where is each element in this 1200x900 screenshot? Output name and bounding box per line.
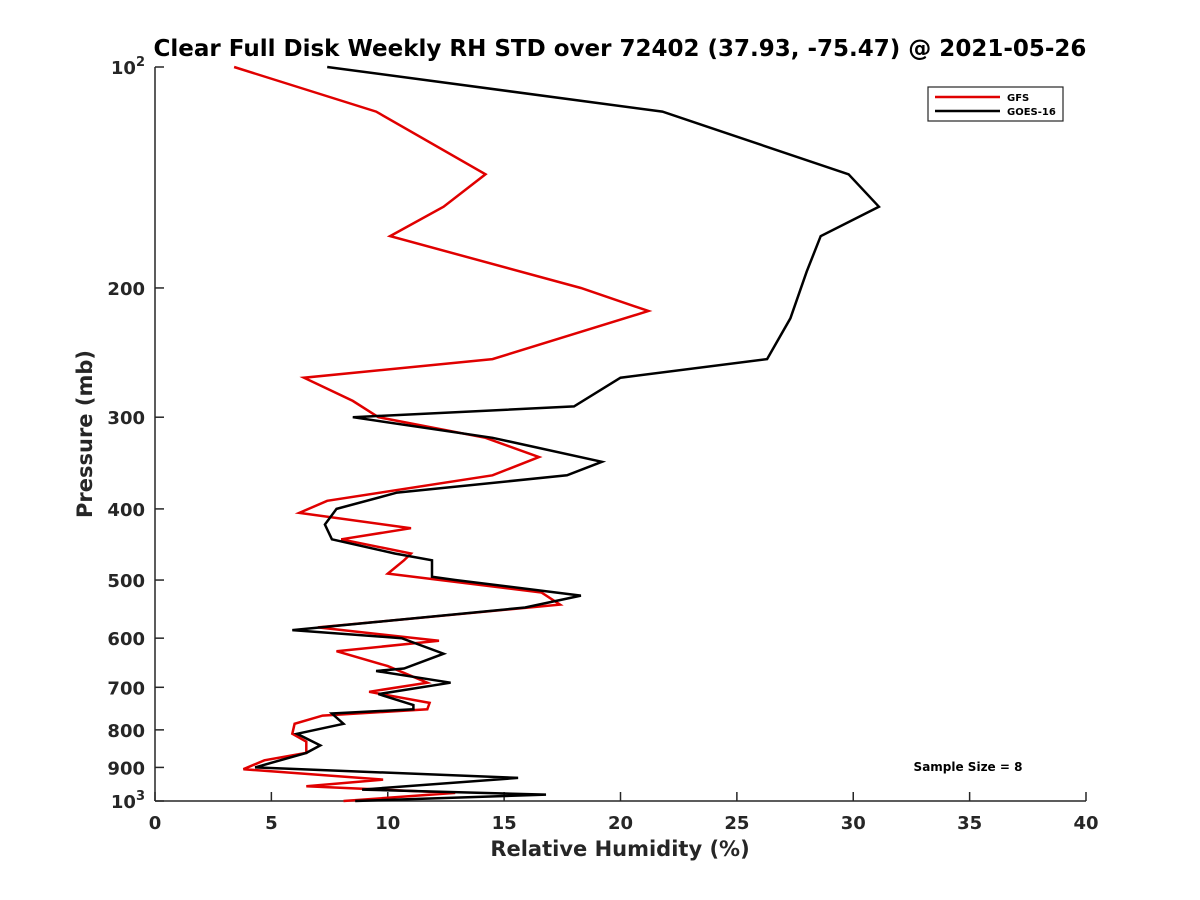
y-tick-label: 400 — [107, 500, 145, 521]
legend: GFS GOES-16 — [927, 86, 1064, 122]
y-tick-label: 500 — [107, 571, 145, 592]
x-tick-label: 10 — [375, 813, 400, 834]
y-tick-label: 700 — [107, 678, 145, 699]
x-axis-label: Relative Humidity (%) — [490, 837, 749, 861]
y-tick-label: 900 — [107, 758, 145, 779]
x-tick-label: 35 — [957, 813, 982, 834]
series-layer — [233, 65, 881, 803]
y-tick-label: 200 — [107, 279, 145, 300]
legend-label-goes16: GOES-16 — [1007, 107, 1056, 118]
chart-title: Clear Full Disk Weekly RH STD over 72402… — [154, 36, 1087, 62]
sample-size-annotation: Sample Size = 8 — [914, 760, 1023, 774]
x-tick-label: 15 — [492, 813, 517, 834]
series-line-goes16 — [254, 65, 881, 803]
y-axis-label: Pressure (mb) — [73, 350, 97, 518]
legend-label-gfs: GFS — [1007, 93, 1029, 104]
y-tick-exponent: 3 — [136, 789, 145, 804]
x-tick-label: 20 — [608, 813, 633, 834]
y-tick-label: 102 — [111, 55, 145, 79]
x-tick-label: 30 — [841, 813, 866, 834]
y-tick-exponent: 2 — [136, 55, 145, 70]
y-ticks: 102 200 300 400 500 600 700 800 900 103 — [107, 55, 164, 813]
x-tick-label: 5 — [265, 813, 278, 834]
y-tick-label: 300 — [107, 408, 145, 429]
plot-area: 0 5 10 15 20 25 30 35 40 102 200 300 400 500 600 700 80… — [107, 55, 1098, 834]
y-tick-label: 600 — [107, 629, 145, 650]
y-tick-label: 800 — [107, 721, 145, 742]
legend-box — [927, 86, 1064, 122]
x-ticks: 0 5 10 15 20 25 30 35 40 — [149, 792, 1099, 834]
x-tick-label: 0 — [149, 813, 162, 834]
series-line-gfs — [233, 65, 653, 803]
y-tick-label: 103 — [111, 789, 145, 813]
x-tick-label: 25 — [724, 813, 749, 834]
x-tick-label: 40 — [1073, 813, 1098, 834]
